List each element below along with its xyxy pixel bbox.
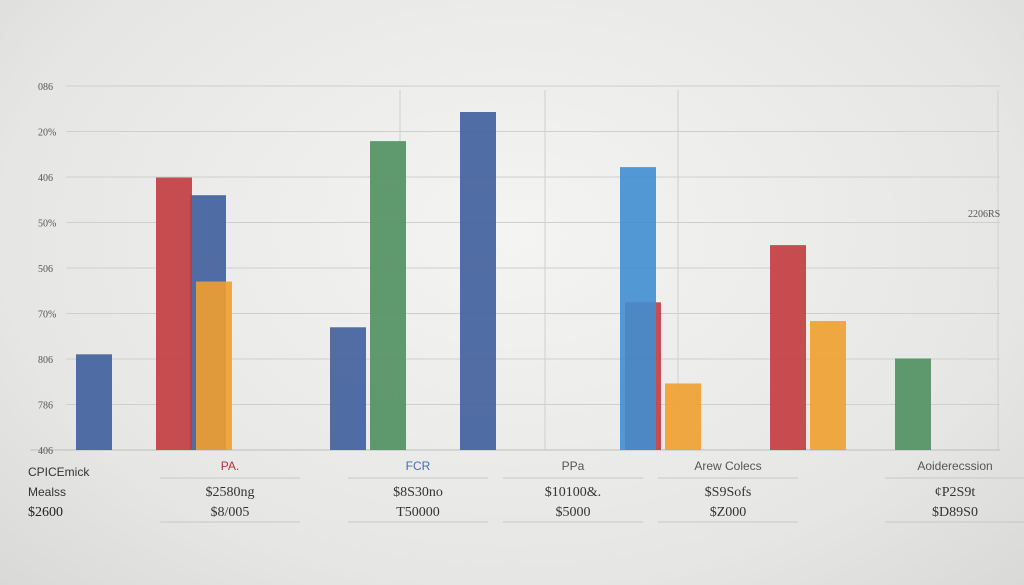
category-value-1: $8S30no xyxy=(393,485,443,500)
category-value-2: $Z000 xyxy=(710,505,747,520)
bar xyxy=(665,383,701,450)
y-tick-label: 50% xyxy=(38,219,56,230)
category-label: FCR xyxy=(406,459,431,473)
category-value-1: $S9Sofs xyxy=(705,485,752,500)
bar xyxy=(196,281,232,450)
bar xyxy=(895,358,931,450)
left-label-line3: $2600 xyxy=(28,505,63,520)
category-group: PPa $10100&. $5000 xyxy=(503,459,643,523)
y-axis-tick-labels: 086 20% 406 50% 506 70% 806 786 406 xyxy=(38,82,56,457)
category-value-1: ¢P2S9t xyxy=(935,485,976,500)
bar xyxy=(810,321,846,450)
bar xyxy=(620,167,656,450)
category-labels: PA. $2580ng $8/005 FCR $8S30no T50000 PPa $1010… xyxy=(160,459,1024,523)
category-label: PPa xyxy=(562,459,585,473)
category-label: PA. xyxy=(221,459,239,473)
category-group: FCR $8S30no T50000 xyxy=(348,459,488,523)
y-tick-label: 70% xyxy=(38,310,56,321)
y-tick-label: 20% xyxy=(38,128,56,139)
left-label-line1: CPICEmick xyxy=(28,465,90,479)
category-value-2: $D89S0 xyxy=(932,505,978,520)
chart-bars xyxy=(76,112,931,450)
category-label: Arew Colecs xyxy=(694,459,761,473)
category-label: Aoiderecssion xyxy=(917,459,992,473)
y-tick-label: 406 xyxy=(38,446,53,457)
bar xyxy=(460,112,496,450)
category-value-2: T50000 xyxy=(396,505,440,520)
bar xyxy=(156,177,192,450)
category-group: PA. $2580ng $8/005 xyxy=(160,459,300,523)
y-tick-label: 406 xyxy=(38,173,53,184)
right-annotation: 2206RS xyxy=(968,209,1000,220)
left-label-block: CPICEmick Mealss $2600 xyxy=(28,465,90,520)
category-value-1: $10100&. xyxy=(545,485,601,500)
y-tick-label: 786 xyxy=(38,401,53,412)
bar xyxy=(370,141,406,450)
y-tick-label: 086 xyxy=(38,82,53,93)
y-tick-label: 806 xyxy=(38,355,53,366)
y-tick-label: 506 xyxy=(38,264,53,275)
category-value-2: $5000 xyxy=(556,505,591,520)
left-label-line2: Mealss xyxy=(28,485,66,499)
bar xyxy=(76,354,112,450)
bar xyxy=(770,245,806,450)
category-value-1: $2580ng xyxy=(206,485,255,500)
category-value-2: $8/005 xyxy=(211,505,250,520)
bar xyxy=(330,327,366,450)
category-group: Arew Colecs $S9Sofs $Z000 xyxy=(658,459,798,523)
category-group: Aoiderecssion ¢P2S9t $D89S0 xyxy=(885,459,1024,523)
